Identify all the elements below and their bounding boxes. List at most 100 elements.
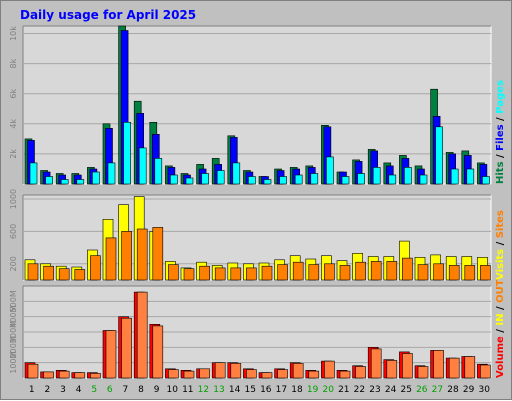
panel-visits-sites: 200 600 1000 Visits / Sites	[9, 189, 506, 281]
x-label-day-16: 16	[260, 385, 272, 395]
bar-pages-day-7	[123, 122, 131, 185]
panel-hits-files-pages: 2k 4k 6k 8k 10k Hits / Files / Pages	[9, 25, 506, 185]
x-label-day-29: 29	[463, 385, 475, 395]
x-label-day-3: 3	[60, 385, 66, 395]
bar-pages-day-22	[357, 173, 365, 185]
ytick-label-visits-sites-2: 1000	[9, 189, 18, 209]
bar-sites-day-11	[183, 268, 195, 281]
side-legend-part-hits-files-pages-2: Files	[495, 124, 506, 150]
bar-sites-day-21	[339, 265, 351, 281]
ytick-label-kbytes-1: 200M	[9, 336, 18, 358]
side-legend-part-visits-sites-2: Sites	[495, 210, 506, 238]
bar-pages-day-19	[310, 173, 319, 185]
x-label-day-28: 28	[447, 385, 459, 395]
bar-out-day-14	[230, 363, 242, 379]
bar-sites-day-28	[448, 265, 460, 281]
bar-out-day-17	[277, 369, 288, 379]
ytick-label-hits-files-pages-3: 8k	[9, 58, 18, 68]
x-axis-labels: 1 2 3 4 5 6 7 8 9 10 11 12 13 14 15 16 17 18 19 20 21 22 23 24 2…	[29, 385, 490, 395]
bar-pages-day-1	[29, 162, 38, 185]
bar-out-day-7	[121, 317, 132, 379]
bar-sites-day-25	[402, 257, 413, 281]
bar-sites-day-19	[308, 264, 320, 281]
bar-pages-day-15	[248, 176, 256, 185]
bar-sites-day-29	[464, 265, 476, 281]
bar-pages-day-4	[76, 179, 85, 185]
bar-out-day-1	[27, 363, 39, 379]
bar-pages-day-14	[232, 162, 241, 185]
x-label-day-27: 27	[432, 385, 443, 395]
bar-out-day-23	[370, 348, 382, 379]
bar-pages-day-25	[404, 167, 412, 185]
bar-out-day-26	[417, 366, 429, 379]
bar-sites-day-30	[480, 265, 491, 281]
bar-out-day-27	[433, 350, 444, 379]
x-label-day-20: 20	[322, 385, 334, 395]
bar-pages-day-13	[216, 170, 225, 185]
ytick-label-hits-files-pages-4: 10k	[9, 26, 18, 41]
bar-pages-day-27	[435, 126, 443, 185]
bar-sites-day-6	[105, 237, 117, 281]
bar-pages-day-26	[419, 174, 428, 185]
bar-sites-day-1	[27, 263, 39, 281]
ytick-label-kbytes-0: 100M	[9, 351, 18, 373]
ytick-label-visits-sites-1: 600	[9, 224, 18, 239]
ytick-label-visits-sites-0: 200	[9, 256, 18, 271]
bar-pages-day-12	[201, 173, 209, 185]
bar-out-day-22	[355, 366, 366, 379]
bar-sites-day-13	[214, 267, 226, 281]
bar-sites-day-24	[386, 261, 398, 281]
bar-out-day-9	[152, 325, 164, 379]
bar-sites-day-9	[152, 227, 164, 281]
bar-sites-day-4	[74, 269, 86, 281]
bar-out-day-10	[168, 369, 179, 379]
bar-out-day-15	[246, 369, 257, 379]
x-label-day-25: 25	[400, 385, 411, 395]
ytick-label-kbytes-3: 400M	[9, 305, 18, 327]
bar-pages-day-29	[466, 168, 475, 185]
x-label-day-6: 6	[107, 385, 113, 395]
bar-pages-day-23	[372, 167, 381, 185]
ytick-label-kbytes-4: 500M	[9, 290, 18, 312]
bar-sites-day-18	[292, 261, 304, 281]
bar-out-day-12	[199, 368, 210, 379]
side-legend-part-kbytes-2: IN	[495, 313, 506, 325]
bar-out-day-25	[402, 353, 413, 379]
side-legend-part-kbytes-4: OUT	[495, 279, 506, 303]
bar-sites-day-20	[324, 263, 335, 281]
side-legend-part-kbytes-3: /	[495, 303, 506, 314]
x-label-day-2: 2	[45, 385, 51, 395]
bar-sites-day-15	[246, 267, 257, 281]
bar-out-day-29	[464, 356, 476, 379]
bar-pages-day-11	[185, 177, 194, 185]
ytick-label-hits-files-pages-1: 4k	[9, 119, 18, 129]
bar-pages-day-10	[170, 174, 178, 185]
bar-pages-day-8	[138, 147, 147, 185]
side-legend-visits-sites: Visits / Sites	[495, 210, 506, 280]
ytick-label-kbytes-2: 300M	[9, 321, 18, 343]
bar-out-day-19	[308, 370, 320, 379]
bar-out-day-13	[214, 362, 226, 379]
bar-sites-day-2	[43, 265, 54, 281]
side-legend-part-hits-files-pages-4: Pages	[495, 80, 506, 114]
side-legend-part-visits-sites-1: /	[495, 238, 506, 249]
x-label-day-18: 18	[291, 385, 303, 395]
x-label-day-1: 1	[29, 385, 35, 395]
plot-area-visits-sites	[23, 195, 491, 280]
x-label-day-8: 8	[138, 385, 144, 395]
bar-out-day-16	[261, 372, 273, 379]
bar-pages-day-30	[482, 176, 490, 185]
x-label-day-22: 22	[354, 385, 365, 395]
bar-sites-day-23	[370, 261, 382, 281]
x-label-day-14: 14	[229, 385, 241, 395]
bar-out-day-11	[183, 370, 195, 379]
plot-area-hits-files-pages	[23, 26, 491, 184]
bar-out-day-5	[90, 373, 101, 379]
side-legend-part-visits-sites-0: Visits	[495, 249, 506, 280]
ytick-label-hits-files-pages-0: 2k	[9, 149, 18, 159]
x-label-day-24: 24	[385, 385, 397, 395]
side-legend-kbytes: Volume / IN / OUT	[495, 279, 506, 378]
x-label-day-19: 19	[307, 385, 319, 395]
chart-title: Daily usage for April 2025	[20, 8, 197, 22]
